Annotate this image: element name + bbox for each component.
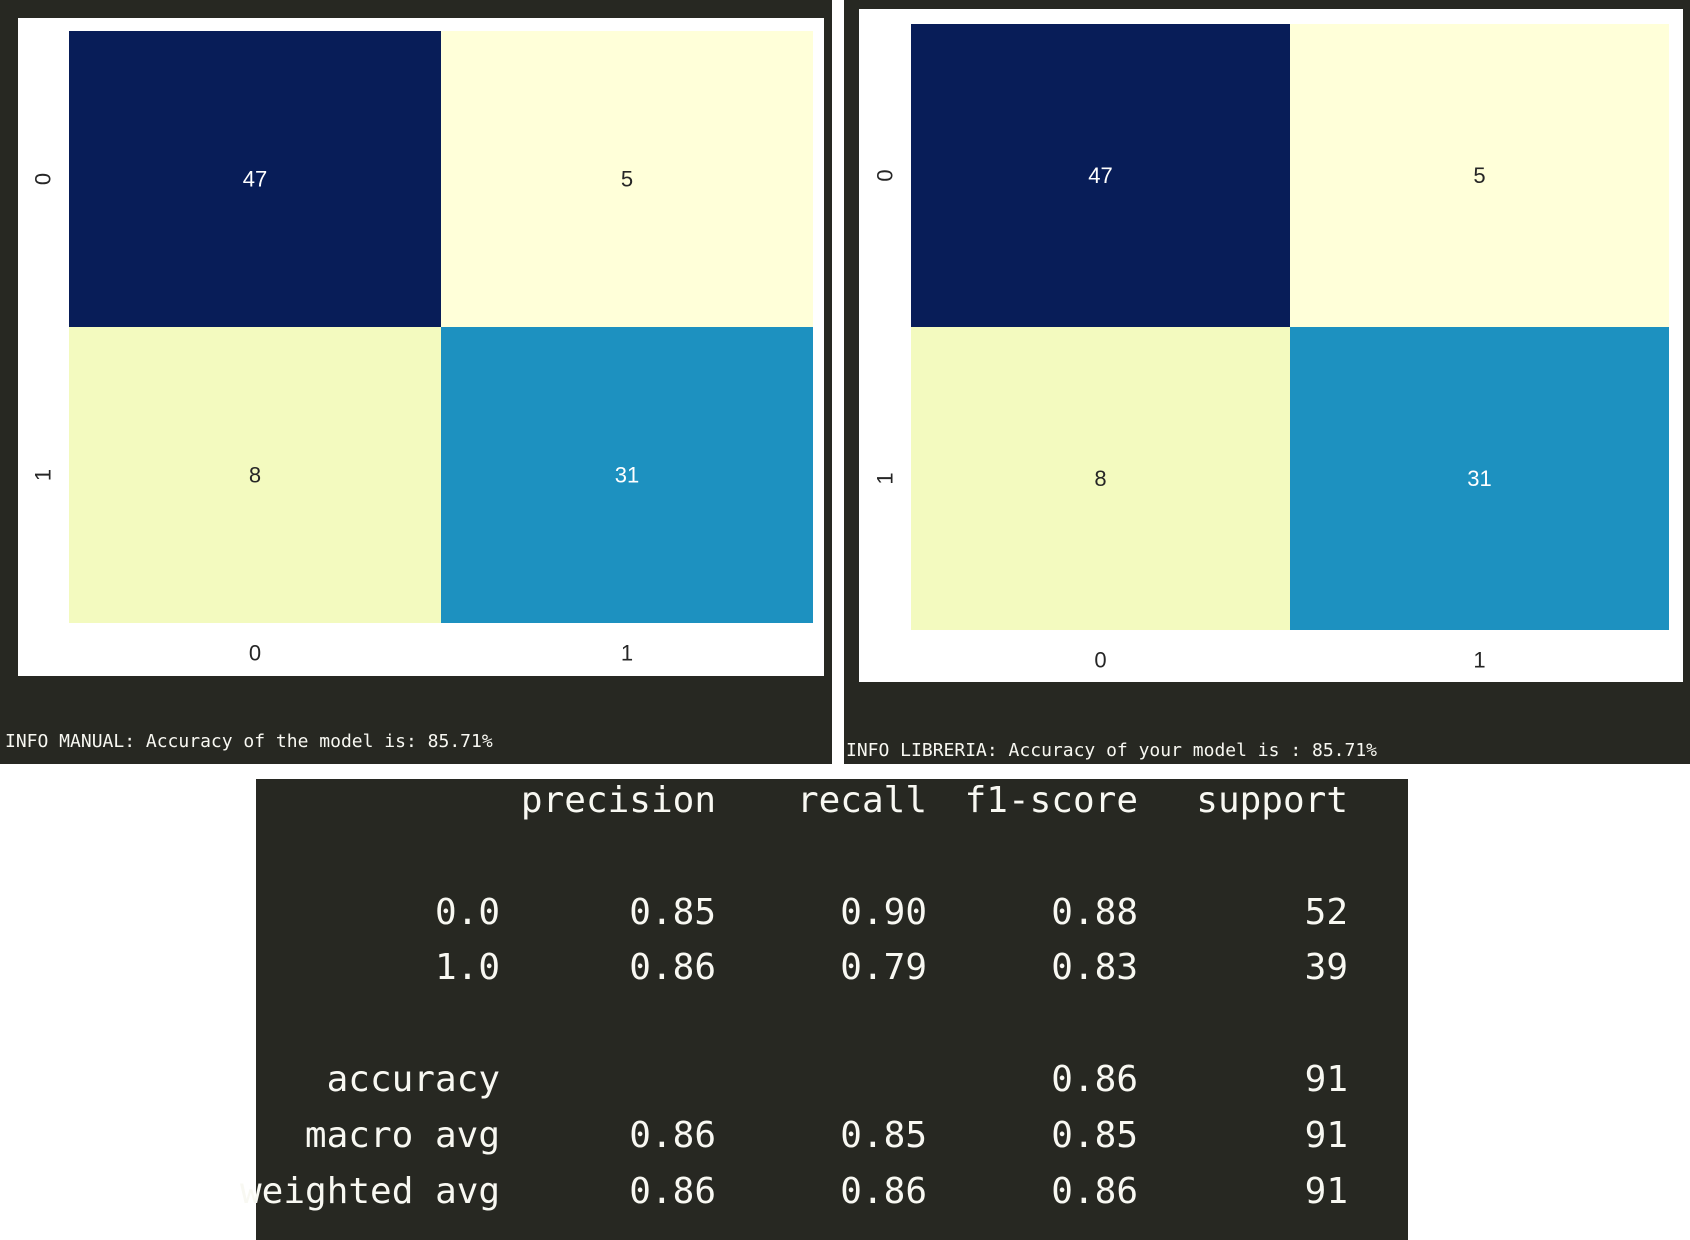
heatmap-cell-0-1 xyxy=(441,31,813,327)
report-cell: 91 xyxy=(1304,1171,1348,1212)
report-cell: 39 xyxy=(1304,947,1348,988)
x-tick-label-0: 0 xyxy=(1094,648,1106,673)
heatmap-cell-1-0 xyxy=(911,327,1290,630)
report-row-label: 0.0 xyxy=(434,892,500,933)
heatmap-cell-0-0 xyxy=(911,24,1290,327)
y-tick-label-1: 1 xyxy=(873,472,898,484)
report-cell: 0.85 xyxy=(1051,1115,1138,1156)
heatmap-value-label-0-0: 47 xyxy=(243,167,267,192)
heatmap-value-label-0-1: 5 xyxy=(621,167,633,192)
left-confusion-matrix-heatmap: 47 5 8 31 0 1 0 1 xyxy=(31,31,813,666)
right-output-panel: 47 5 8 31 0 1 0 1 INFO LIBRERIA: Accuracy of yo… xyxy=(844,0,1690,764)
report-row-label: 1.0 xyxy=(434,947,500,988)
heatmap-value-label-0-0: 47 xyxy=(1088,163,1112,188)
y-tick-label-0: 0 xyxy=(31,173,56,185)
x-tick-label-1: 1 xyxy=(621,641,633,666)
report-cell: 0.86 xyxy=(629,947,716,988)
heatmap-value-label-1-0: 8 xyxy=(1094,466,1106,491)
report-cell: 0.79 xyxy=(840,947,927,988)
report-cell: 0.86 xyxy=(840,1171,927,1212)
report-cell: 0.86 xyxy=(1051,1059,1138,1100)
report-cell: 91 xyxy=(1304,1059,1348,1100)
report-cell: 0.90 xyxy=(840,892,927,933)
report-row-label: weighted avg xyxy=(240,1171,501,1212)
classification-report-panel: precision recall f1-score support 0.0 0.85 0.9… xyxy=(240,779,1408,1240)
report-cell: 0.85 xyxy=(629,892,716,933)
y-tick-label-1: 1 xyxy=(31,469,56,481)
manual-accuracy-log: INFO MANUAL: Accuracy of the model is: 8… xyxy=(5,731,493,752)
report-row-label: macro avg xyxy=(304,1115,500,1156)
heatmap-value-label-1-1: 31 xyxy=(615,463,639,488)
report-cell: 52 xyxy=(1304,892,1348,933)
x-tick-label-1: 1 xyxy=(1473,648,1485,673)
report-column-header: support xyxy=(1196,780,1348,821)
report-cell: 0.83 xyxy=(1051,947,1138,988)
report-cell: 0.86 xyxy=(1051,1171,1138,1212)
libreria-accuracy-log: INFO LIBRERIA: Accuracy of your model is… xyxy=(846,740,1378,761)
heatmap-cell-0-0 xyxy=(69,31,441,327)
report-cell: 0.86 xyxy=(629,1171,716,1212)
x-tick-label-0: 0 xyxy=(249,641,261,666)
y-tick-label-0: 0 xyxy=(873,169,898,181)
report-column-header: precision xyxy=(520,780,716,821)
report-row-label: accuracy xyxy=(326,1059,500,1100)
report-cell: 91 xyxy=(1304,1115,1348,1156)
report-cell: 0.88 xyxy=(1051,892,1138,933)
left-output-panel: 47 5 8 31 0 1 0 1 INFO MANUAL: Accuracy of the … xyxy=(0,0,832,764)
heatmap-cell-1-1 xyxy=(441,327,813,623)
left-confusion-matrix-figure: 47 5 8 31 0 1 0 1 xyxy=(18,18,824,676)
report-cell: 0.86 xyxy=(629,1115,716,1156)
heatmap-value-label-1-1: 31 xyxy=(1467,466,1491,491)
heatmap-cell-0-1 xyxy=(1290,24,1669,327)
heatmap-value-label-1-0: 8 xyxy=(249,463,261,488)
heatmap-cell-1-1 xyxy=(1290,327,1669,630)
right-confusion-matrix-heatmap: 47 5 8 31 0 1 0 1 xyxy=(873,24,1669,673)
report-column-header: f1-score xyxy=(964,780,1138,821)
right-confusion-matrix-figure: 47 5 8 31 0 1 0 1 xyxy=(859,9,1683,682)
heatmap-value-label-0-1: 5 xyxy=(1473,163,1485,188)
report-column-header: recall xyxy=(796,780,927,821)
heatmap-cell-1-0 xyxy=(69,327,441,623)
report-cell: 0.85 xyxy=(840,1115,927,1156)
